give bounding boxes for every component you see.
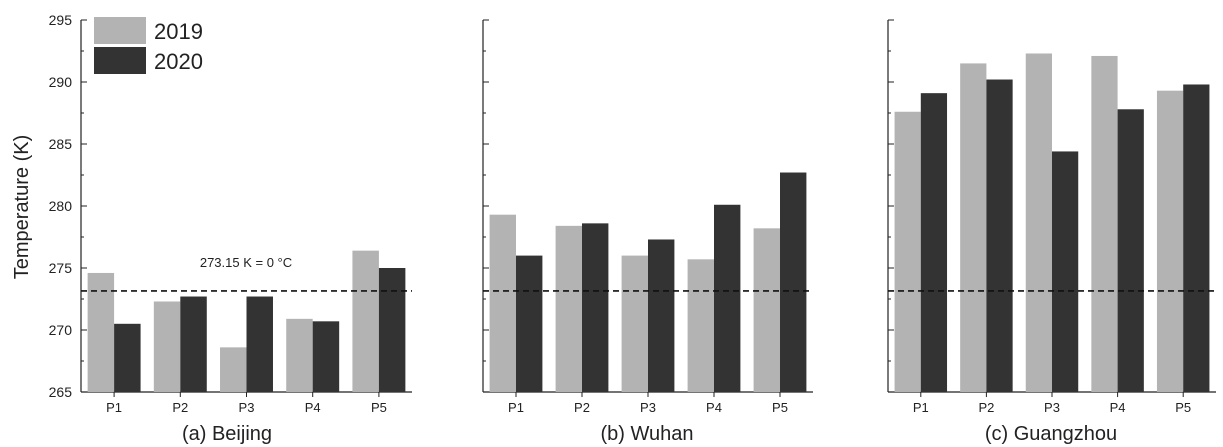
y-axis-label: Temperature (K): [11, 135, 33, 280]
bar-beijing-2020-p1: [114, 324, 140, 392]
bar-beijing-2019-p5: [352, 251, 378, 392]
bar-wuhan-2020-p2: [582, 223, 608, 392]
bar-beijing-2019-p4: [286, 319, 312, 392]
y-tick-label: 270: [49, 322, 73, 338]
x-tick-label: P5: [1175, 400, 1191, 415]
x-tick-label: P5: [772, 400, 788, 415]
y-tick-label: 275: [49, 260, 73, 276]
bar-wuhan-2019-p4: [688, 259, 714, 392]
bar-beijing-2019-p3: [220, 347, 246, 392]
x-tick-label: P2: [172, 400, 188, 415]
x-tick-label: P3: [1044, 400, 1060, 415]
y-tick-label: 285: [49, 136, 73, 152]
x-tick-label: P1: [106, 400, 122, 415]
panel-title-wuhan: (b) Wuhan: [600, 423, 693, 445]
x-tick-label: P4: [1110, 400, 1126, 415]
x-tick-label: P3: [239, 400, 255, 415]
bar-wuhan-2019-p3: [622, 256, 648, 392]
x-tick-label: P4: [305, 400, 321, 415]
panel-title-beijing: (a) Beijing: [182, 423, 272, 445]
bar-wuhan-2019-p2: [556, 226, 582, 392]
y-tick-label: 290: [49, 74, 73, 90]
x-tick-label: P3: [640, 400, 656, 415]
bar-guangzhou-2020-p3: [1052, 151, 1078, 392]
bar-guangzhou-2019-p5: [1157, 91, 1183, 392]
bar-beijing-2020-p3: [247, 297, 273, 392]
bar-wuhan-2019-p1: [490, 215, 516, 392]
bar-beijing-2019-p2: [154, 301, 180, 392]
y-tick-label: 265: [49, 384, 73, 400]
bar-guangzhou-2019-p3: [1026, 53, 1052, 392]
x-tick-label: P5: [371, 400, 387, 415]
y-tick-label: 280: [49, 198, 73, 214]
legend: 2019 2020: [94, 17, 203, 74]
panel-title-guangzhou: (c) Guangzhou: [985, 423, 1117, 445]
bar-wuhan-2020-p1: [516, 256, 542, 392]
legend-label-2019: 2019: [154, 19, 203, 44]
x-tick-label: P2: [574, 400, 590, 415]
bar-beijing-2020-p5: [379, 268, 405, 392]
legend-swatch-2020: [94, 47, 146, 74]
bar-guangzhou-2019-p2: [960, 63, 986, 392]
bar-guangzhou-2019-p1: [895, 112, 921, 392]
bar-guangzhou-2020-p2: [986, 80, 1012, 392]
reference-line-label: 273.15 K = 0 °C: [200, 255, 292, 270]
bar-guangzhou-2020-p5: [1183, 84, 1209, 392]
x-tick-label: P1: [913, 400, 929, 415]
bar-wuhan-2020-p5: [780, 173, 806, 392]
y-tick-label: 295: [49, 12, 73, 28]
bar-wuhan-2020-p3: [648, 239, 674, 392]
bar-wuhan-2019-p5: [754, 228, 780, 392]
legend-label-2020: 2020: [154, 49, 203, 74]
plot-area: 265 270 275 280 285 290 295 P1 P2 P3 P4 P5 P1 P2 P3 P4 P…: [49, 12, 1216, 415]
bar-guangzhou-2019-p4: [1091, 56, 1117, 392]
bar-guangzhou-2020-p4: [1118, 109, 1144, 392]
bar-beijing-2020-p2: [180, 297, 206, 392]
bar-wuhan-2020-p4: [714, 205, 740, 392]
x-tick-label: P1: [508, 400, 524, 415]
x-tick-label: P4: [706, 400, 722, 415]
bar-guangzhou-2020-p1: [921, 93, 947, 392]
legend-swatch-2019: [94, 17, 146, 44]
x-tick-label: P2: [978, 400, 994, 415]
bar-beijing-2020-p4: [313, 321, 339, 392]
